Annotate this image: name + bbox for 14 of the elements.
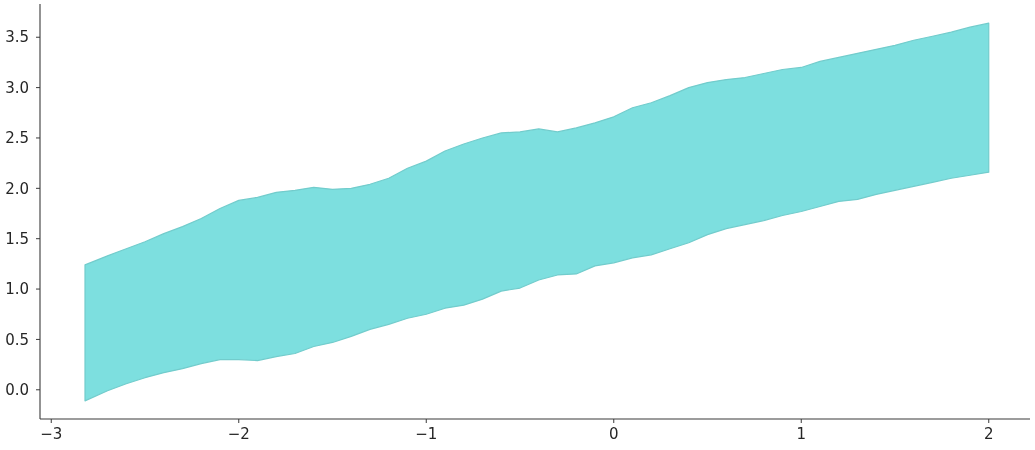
y-tick-label: 0.5: [5, 330, 29, 349]
y-tick-label: 1.5: [5, 229, 29, 248]
x-tick-label: −3: [40, 425, 63, 443]
y-tick-label: 0.0: [5, 381, 29, 400]
x-tick-label: −2: [227, 425, 250, 443]
y-tick-label: 3.5: [5, 28, 29, 47]
x-tick-label: 0: [608, 425, 619, 443]
y-tick-label: 3.0: [5, 78, 29, 97]
y-tick-label: 1.0: [5, 280, 29, 299]
y-tick-label: 2.5: [5, 129, 29, 148]
y-tick-label: 2.0: [5, 179, 29, 198]
x-tick-label: −1: [415, 425, 438, 443]
x-tick-label: 1: [796, 425, 807, 443]
x-tick-label: 2: [983, 425, 994, 443]
